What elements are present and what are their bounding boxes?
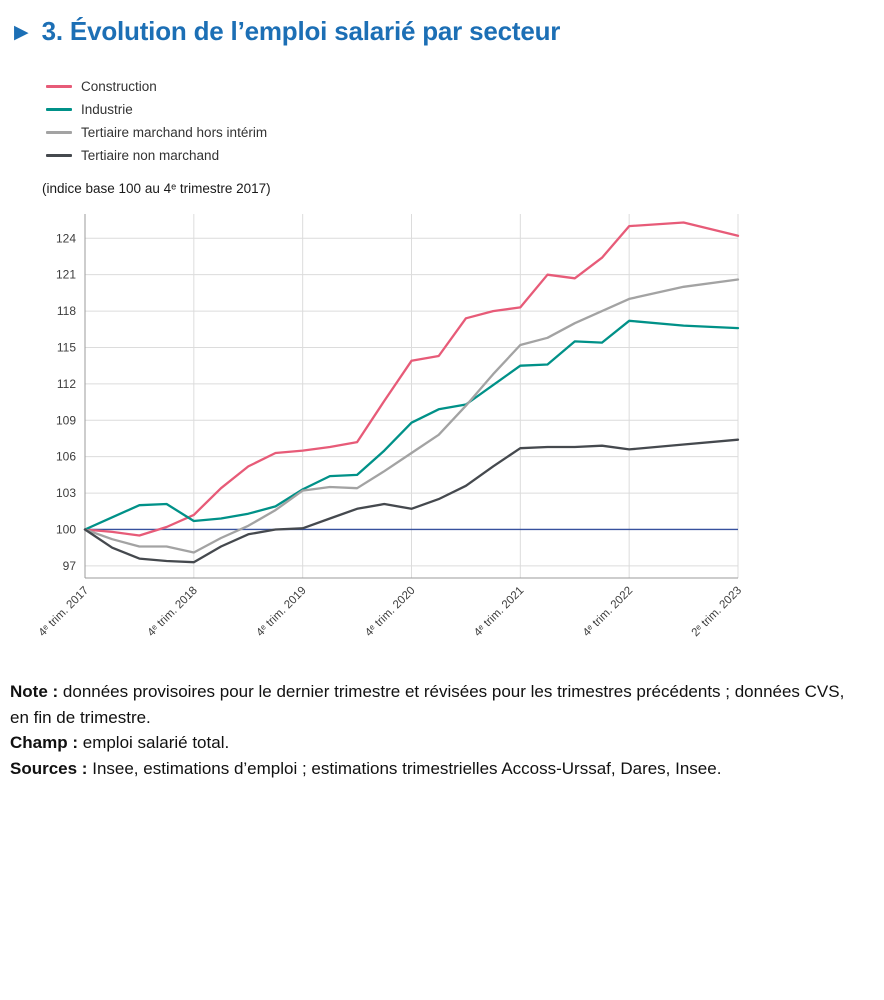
construction-line-swatch [46, 85, 72, 88]
legend-label-industrie: Industrie [81, 102, 133, 117]
series-line-0 [83, 221, 740, 537]
note-text: données provisoires pour le dernier trim… [10, 682, 845, 727]
sources-text: Insee, estimations d’emploi ; estimation… [92, 758, 722, 778]
section-header: ▶ 3. Évolution de l’emploi salarié par s… [14, 16, 884, 47]
x-tick-label: 4ᵉ trim. 2017 [37, 585, 91, 639]
x-tick-label: 2ᵉ trim. 2023 [690, 585, 744, 639]
x-tick-label: 4ᵉ trim. 2021 [472, 585, 526, 639]
note-line-note: Note : données provisoires pour le derni… [10, 679, 858, 730]
x-tick-label: 4ᵉ trim. 2019 [254, 585, 308, 639]
page-title: 3. Évolution de l’emploi salarié par sec… [41, 16, 561, 46]
legend-item-construction: Construction [46, 79, 884, 94]
y-tick-label: 103 [56, 486, 76, 500]
tertiaire-non-marchand-line-swatch [46, 154, 72, 157]
y-tick-label: 109 [56, 413, 76, 427]
series-line-1 [83, 319, 740, 531]
chart-container: 97 100 103 106 109 112 115 118 121 124 4ᵉ trim. 20… [0, 200, 884, 653]
y-tick-label: 115 [57, 340, 76, 354]
y-tick-label: 118 [57, 304, 76, 318]
series-line-3 [83, 438, 740, 564]
section-arrow-icon: ▶ [14, 22, 29, 43]
legend-label-tertiaire-marchand: Tertiaire marchand hors intérim [81, 125, 268, 140]
y-tick-label: 97 [63, 559, 77, 573]
series-line-2 [83, 278, 740, 554]
note-label: Note : [10, 682, 59, 701]
note-line-sources: Sources : Insee, estimations d’emploi ; … [10, 756, 858, 782]
champ-label: Champ : [10, 733, 78, 752]
sources-label: Sources : [10, 758, 88, 778]
chart-legend: Construction Industrie Tertiaire marchan… [46, 79, 884, 163]
notes-block: Note : données provisoires pour le derni… [10, 679, 858, 781]
chart-subtitle: (indice base 100 au 4ᵉ trimestre 2017) [42, 181, 271, 196]
note-line-champ: Champ : emploi salarié total. [10, 730, 858, 756]
tertiaire-marchand-line-swatch [46, 131, 72, 134]
x-tick-label: 4ᵉ trim. 2022 [581, 585, 635, 639]
x-tick-label: 4ᵉ trim. 2020 [363, 585, 417, 639]
champ-text: emploi salarié total. [82, 733, 230, 752]
x-tick-label: 4ᵉ trim. 2018 [146, 585, 200, 639]
y-tick-label: 112 [57, 377, 76, 391]
legend-item-tertiaire-marchand: Tertiaire marchand hors intérim [46, 125, 884, 140]
y-tick-label: 121 [56, 268, 76, 282]
y-tick-label: 100 [56, 522, 76, 536]
employment-chart: 97 100 103 106 109 112 115 118 121 124 4ᵉ trim. 20… [37, 214, 744, 639]
legend-label-tertiaire-non-marchand: Tertiaire non marchand [81, 148, 220, 163]
legend-item-industrie: Industrie [46, 102, 884, 117]
legend-label-construction: Construction [81, 79, 157, 94]
y-tick-label: 106 [56, 450, 76, 464]
industrie-line-swatch [46, 108, 72, 111]
y-tick-label: 124 [56, 231, 76, 245]
legend-item-tertiaire-non-marchand: Tertiaire non marchand [46, 148, 884, 163]
